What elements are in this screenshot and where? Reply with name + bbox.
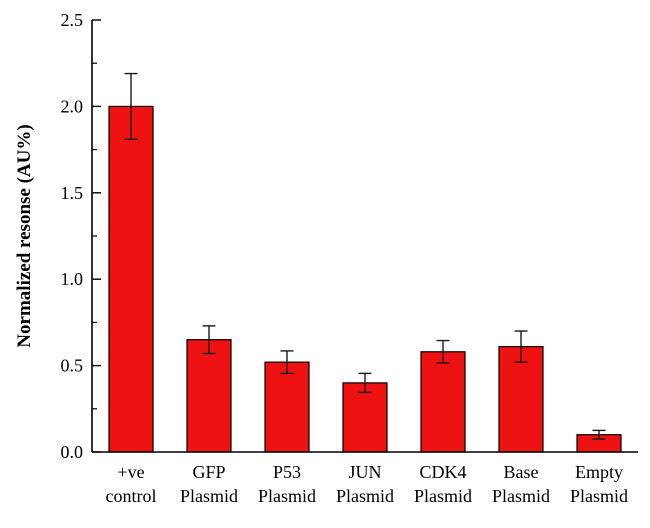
bar-p53 <box>264 361 310 453</box>
y-axis-tick-label: 2.0 <box>61 96 84 116</box>
x-tick-label-line1: CDK4 <box>419 462 466 482</box>
x-tick-label-line1: Base <box>504 462 539 482</box>
bar-cdk4 <box>420 351 466 453</box>
bar-jun <box>342 382 388 453</box>
y-axis-tick-label: 0.0 <box>61 442 84 462</box>
y-axis-tick-label: 0.5 <box>61 356 84 376</box>
x-tick-label-line2: Plasmid <box>336 486 394 506</box>
x-tick-label-line1: +ve <box>117 462 144 482</box>
x-tick-label-line1: GFP <box>192 462 225 482</box>
x-tick-label-line2: Plasmid <box>180 486 238 506</box>
y-axis-tick-label: 1.5 <box>61 183 84 203</box>
x-tick-label-line2: Plasmid <box>258 486 316 506</box>
x-tick-label-line2: Plasmid <box>492 486 550 506</box>
y-axis-tick-label: 2.5 <box>61 10 84 30</box>
x-tick-label-line1: P53 <box>273 462 301 482</box>
bar-gfp <box>186 339 232 453</box>
x-tick-label-line2: control <box>106 486 157 506</box>
x-tick-label-line1: JUN <box>348 462 381 482</box>
x-tick-label-line1: Empty <box>575 462 623 482</box>
y-axis-tick-label: 1.0 <box>61 269 84 289</box>
y-axis-label: Normalized resonse (AU%) <box>14 124 35 347</box>
bar-ve <box>108 105 154 453</box>
x-tick-label-line2: Plasmid <box>570 486 628 506</box>
x-tick-label-line2: Plasmid <box>414 486 472 506</box>
